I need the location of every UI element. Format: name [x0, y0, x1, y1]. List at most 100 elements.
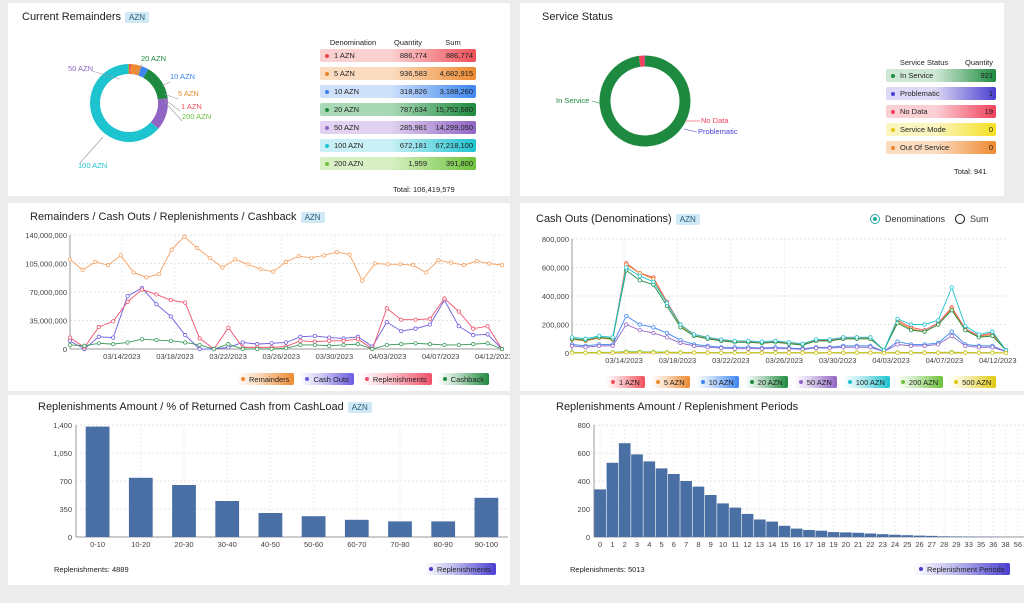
- legend-label: Replenishment Periods: [927, 564, 1005, 574]
- bar[interactable]: [864, 533, 877, 538]
- bar[interactable]: [668, 474, 680, 537]
- data-point: [485, 324, 490, 329]
- bar[interactable]: [631, 454, 643, 537]
- bar[interactable]: [790, 528, 803, 537]
- bar[interactable]: [803, 530, 815, 537]
- data-point: [922, 343, 927, 348]
- bar[interactable]: [876, 534, 889, 537]
- bar[interactable]: [344, 519, 369, 537]
- legend-item[interactable]: Replenishments: [424, 563, 496, 575]
- legend-item[interactable]: 10 AZN: [695, 376, 739, 388]
- bar[interactable]: [643, 461, 656, 537]
- data-point: [207, 255, 212, 260]
- cash-outs-card: Cash Outs (Denominations) AZN Denominatio…: [520, 203, 1024, 391]
- bar[interactable]: [692, 486, 705, 537]
- x-tick-label: 0-10: [90, 540, 105, 549]
- donut-slice[interactable]: [90, 64, 159, 142]
- row-value: 886,774: [445, 51, 473, 60]
- bar[interactable]: [655, 468, 668, 537]
- bar[interactable]: [729, 507, 742, 537]
- bar[interactable]: [606, 462, 619, 537]
- bar[interactable]: [766, 521, 778, 537]
- slice-label: Problematic: [698, 127, 738, 136]
- x-tick-label: 36: [989, 540, 997, 549]
- legend-dot-icon: [325, 107, 329, 112]
- option-denominations[interactable]: Denominations: [870, 214, 945, 224]
- donut-slice[interactable]: [599, 55, 691, 147]
- data-point: [436, 258, 441, 263]
- data-point: [456, 324, 461, 329]
- bar[interactable]: [852, 532, 864, 537]
- bar[interactable]: [618, 443, 631, 537]
- data-point: [67, 342, 73, 348]
- bar[interactable]: [431, 521, 456, 537]
- data-point: [298, 338, 303, 343]
- column-header: Sum: [445, 37, 461, 47]
- y-tick-label: 600: [577, 449, 590, 458]
- legend-dot-icon: [325, 89, 329, 94]
- bar[interactable]: [474, 497, 499, 537]
- legend-item[interactable]: Cash Outs: [300, 373, 354, 385]
- y-tick-label: 700: [59, 477, 72, 486]
- data-point: [922, 329, 927, 334]
- row-value: 787,634: [399, 105, 427, 114]
- data-point: [197, 346, 202, 352]
- legend-item[interactable]: 50 AZN: [793, 376, 837, 388]
- legend-item[interactable]: Replenishment Periods: [914, 563, 1010, 575]
- legend-item[interactable]: 20 AZN: [744, 376, 788, 388]
- legend-item[interactable]: 500 AZN: [949, 376, 997, 388]
- legend-item[interactable]: Cashback: [437, 373, 490, 385]
- data-point: [583, 350, 588, 355]
- view-options: Denominations Sum: [860, 214, 989, 224]
- donut-slice[interactable]: [150, 98, 168, 129]
- currency-badge: AZN: [125, 11, 150, 23]
- legend-item[interactable]: 1 AZN: [606, 376, 645, 388]
- bar[interactable]: [717, 503, 729, 537]
- bar[interactable]: [258, 513, 283, 537]
- data-point: [895, 316, 900, 321]
- legend-item[interactable]: Replenishments: [359, 373, 432, 385]
- bar[interactable]: [754, 519, 766, 538]
- bar[interactable]: [680, 481, 692, 537]
- option-sum[interactable]: Sum: [955, 214, 989, 224]
- table-header: Denomination Quantity Sum: [320, 35, 476, 49]
- data-point: [168, 338, 173, 343]
- title-text: Current Remainders: [22, 11, 122, 23]
- bar[interactable]: [815, 530, 828, 537]
- x-tick-label: 17: [805, 540, 813, 549]
- data-point: [732, 338, 737, 343]
- x-tick-label: 24: [891, 540, 899, 549]
- bar[interactable]: [741, 513, 754, 537]
- data-point: [949, 350, 954, 355]
- data-point: [168, 298, 173, 303]
- bar[interactable]: [926, 535, 938, 537]
- bar[interactable]: [901, 535, 914, 537]
- legend-item[interactable]: 100 AZN: [842, 376, 890, 388]
- data-point: [827, 337, 832, 342]
- bar[interactable]: [704, 495, 717, 537]
- bar[interactable]: [889, 534, 901, 537]
- donut-slice[interactable]: [138, 66, 149, 78]
- bar[interactable]: [913, 535, 926, 537]
- bar[interactable]: [388, 521, 412, 537]
- bar[interactable]: [128, 477, 153, 537]
- legend-item[interactable]: 5 AZN: [650, 376, 690, 388]
- legend-item[interactable]: Remainders: [236, 373, 295, 385]
- bar[interactable]: [778, 525, 791, 537]
- bar[interactable]: [950, 536, 963, 537]
- legend-item[interactable]: 200 AZN: [895, 376, 944, 388]
- donut-slice[interactable]: [143, 69, 168, 100]
- bar[interactable]: [301, 516, 326, 537]
- bar[interactable]: [215, 501, 240, 537]
- data-point: [355, 337, 361, 342]
- bar[interactable]: [938, 536, 950, 537]
- service-status-card: Service Status In Service No Data Problema…: [520, 3, 1004, 196]
- series-line-replenishments: [69, 289, 503, 350]
- donut-slice[interactable]: [130, 64, 142, 76]
- bar[interactable]: [85, 426, 110, 537]
- data-point: [125, 340, 130, 345]
- bar[interactable]: [840, 532, 852, 537]
- bar[interactable]: [594, 489, 606, 537]
- bar[interactable]: [172, 485, 196, 537]
- bar[interactable]: [827, 532, 840, 537]
